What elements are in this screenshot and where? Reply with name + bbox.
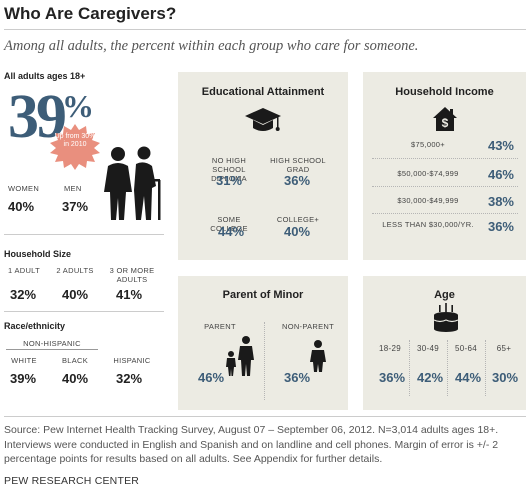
overall-percent-sign: % — [62, 88, 94, 124]
income-value: 46% — [487, 167, 514, 182]
race-subhead: NON-HISPANIC — [23, 339, 81, 348]
education-value: 36% — [284, 173, 311, 188]
left-divider-2 — [4, 311, 164, 312]
parent-divider — [264, 322, 265, 400]
age-label: 50-64 — [455, 344, 477, 353]
age-label: 65+ — [496, 344, 512, 353]
age-label: 30-49 — [417, 344, 439, 353]
income-label: LESS THAN $30,000/YR. — [382, 220, 474, 229]
house-dollar-icon: $ — [433, 107, 457, 131]
parent-child-icon — [226, 336, 254, 376]
age-value: 44% — [455, 370, 482, 385]
income-value: 38% — [487, 194, 514, 209]
household-size-value: 32% — [10, 287, 37, 302]
overall-change-note: Up from 30% in 2010 — [54, 133, 96, 148]
education-value: 44% — [218, 224, 245, 239]
age-title: Age — [434, 289, 455, 301]
age-value: 30% — [492, 370, 519, 385]
race-value: 39% — [10, 371, 37, 386]
starburst-icon — [50, 124, 100, 170]
title-divider — [4, 29, 526, 30]
non-parent-person-icon — [310, 340, 326, 372]
education-label: COLLEGE+ — [276, 215, 320, 224]
income-value: 36% — [487, 219, 514, 234]
household-size-value: 41% — [116, 287, 143, 302]
income-label: $50,000-$74,999 — [397, 169, 459, 178]
parent-title: Parent of Minor — [222, 289, 304, 301]
race-value: 40% — [62, 371, 89, 386]
parent-label: PARENT — [204, 322, 236, 331]
household-size-label: 1 ADULT — [8, 266, 40, 275]
household-size-title: Household Size — [4, 249, 72, 259]
education-panel: Educational Attainment NO HIGH SCHOOL DI… — [178, 72, 348, 260]
age-panel: Age 18-29 30-49 50-64 65+ 36% 42% 44% 30… — [363, 276, 526, 410]
women-label: WOMEN — [8, 184, 40, 193]
race-label: BLACK — [61, 356, 89, 365]
education-label: SOME COLLEGE — [210, 215, 248, 233]
page-subtitle: Among all adults, the percent within eac… — [4, 38, 419, 54]
parent-value: 36% — [284, 370, 311, 385]
race-label: WHITE — [11, 356, 37, 365]
education-title: Educational Attainment — [201, 86, 325, 98]
footer-divider — [4, 416, 526, 417]
race-label: HISPANIC — [113, 356, 151, 365]
men-label: MEN — [64, 184, 82, 193]
age-divider — [485, 340, 486, 396]
source-note: Source: Pew Internet Health Tracking Sur… — [4, 424, 499, 465]
race-title: Race/ethnicity — [4, 321, 66, 331]
parent-panel: Parent of Minor PARENT NON-PARENT 46% 36… — [178, 276, 348, 410]
svg-text:$: $ — [442, 116, 449, 130]
education-label: HIGH SCHOOL GRAD — [270, 156, 326, 174]
household-size-value: 40% — [62, 287, 89, 302]
age-label: 18-29 — [379, 344, 401, 353]
income-divider — [372, 158, 518, 159]
age-divider — [409, 340, 410, 396]
age-value: 36% — [379, 370, 406, 385]
overall-label: All adults ages 18+ — [4, 71, 86, 81]
men-value: 37% — [62, 199, 89, 214]
parent-value: 46% — [198, 370, 225, 385]
income-divider — [372, 186, 518, 187]
household-size-label: 2 ADULTS — [56, 266, 94, 275]
age-divider — [447, 340, 448, 396]
education-value: 40% — [284, 224, 311, 239]
income-panel: Household Income $ — [363, 72, 526, 260]
age-value: 42% — [417, 370, 444, 385]
education-label: NO HIGH SCHOOL DIPLOMA — [211, 156, 247, 183]
household-size-label: 3 OR MORE ADULTS — [109, 266, 155, 284]
race-value: 32% — [116, 371, 143, 386]
page-title: Who Are Caregivers? — [4, 4, 177, 23]
organization-credit: PEW RESEARCH CENTER — [4, 475, 140, 487]
income-label: $75,000+ — [411, 140, 445, 149]
income-title: Household Income — [395, 86, 494, 98]
graduation-cap-icon — [245, 108, 281, 131]
education-value: 31% — [216, 173, 243, 188]
left-divider-1 — [4, 234, 164, 235]
parent-label: NON-PARENT — [281, 322, 335, 331]
race-subhead-rule — [6, 349, 98, 350]
caregiver-icon — [104, 146, 161, 220]
birthday-cake-icon — [433, 303, 459, 332]
women-value: 40% — [8, 199, 35, 214]
income-label: $30,000-$49,999 — [397, 196, 459, 205]
income-divider — [372, 213, 518, 214]
income-value: 43% — [487, 138, 514, 153]
